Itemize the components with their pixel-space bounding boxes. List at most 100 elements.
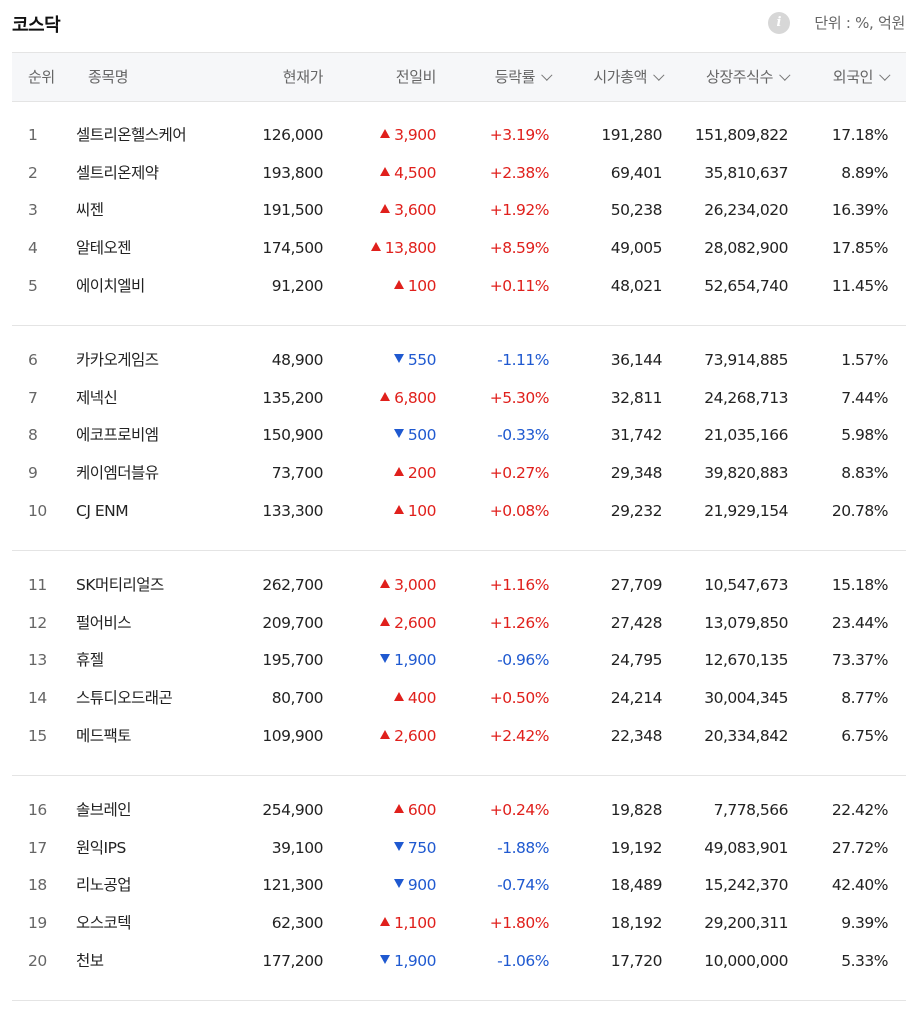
shares-cell: 73,914,885 bbox=[704, 351, 788, 369]
foreign-ratio-cell: 23.44% bbox=[831, 613, 889, 632]
change-cell: 900 bbox=[393, 866, 437, 904]
shares-cell: 35,810,637 bbox=[704, 163, 788, 182]
stock-name-link[interactable]: 씨젠 bbox=[76, 201, 104, 220]
rank-cell: 5 bbox=[28, 276, 38, 295]
stock-name-link[interactable]: 카카오게임즈 bbox=[76, 351, 159, 369]
table-row[interactable]: 14 스튜디오드래곤 80,700 400 +0.50% 24,214 30,004,345… bbox=[12, 679, 906, 717]
info-icon[interactable]: i bbox=[768, 12, 790, 34]
table-row[interactable]: 9 케이엠더블유 73,700 200 +0.27% 29,348 39,820,883 8.… bbox=[12, 454, 906, 492]
rate-cell: +0.50% bbox=[489, 689, 550, 708]
market-cap-cell: 18,489 bbox=[610, 876, 663, 895]
rate-cell: +5.30% bbox=[489, 388, 550, 407]
rank-cell: 8 bbox=[28, 426, 38, 445]
table-row[interactable]: 3 씨젠 191,500 3,600 +1.92% 50,238 26,234,020 16.… bbox=[12, 191, 906, 229]
rate-cell: +2.38% bbox=[489, 163, 550, 182]
table-row[interactable]: 12 펄어비스 209,700 2,600 +1.26% 27,428 13,079,850… bbox=[12, 604, 906, 642]
stock-name-link[interactable]: 오스코텍 bbox=[76, 914, 132, 933]
stock-name-link[interactable]: 셀트리온제약 bbox=[76, 163, 159, 182]
stock-name-link[interactable]: 셀트리온헬스케어 bbox=[76, 126, 187, 144]
rate-cell: +0.08% bbox=[489, 501, 550, 520]
stock-name-link[interactable]: 알테오젠 bbox=[76, 239, 132, 258]
foreign-ratio-cell: 17.85% bbox=[831, 239, 889, 258]
stock-name-link[interactable]: 메드팩토 bbox=[76, 726, 132, 745]
table-row[interactable]: 7 제넥신 135,200 6,800 +5.30% 32,811 24,268,713 7.… bbox=[12, 379, 906, 417]
table-row[interactable]: 11 SK머티리얼즈 262,700 3,000 +1.16% 27,709 10,547,… bbox=[12, 566, 906, 604]
triangle-down-icon bbox=[393, 429, 404, 439]
table-row[interactable]: 20 천보 177,200 1,900 -1.06% 17,720 10,000,000 5.… bbox=[12, 942, 906, 980]
table-row[interactable]: 15 메드팩토 109,900 2,600 +2.42% 22,348 20,334,842… bbox=[12, 717, 906, 755]
table-row[interactable]: 13 휴젤 195,700 1,900 -0.96% 24,795 12,670,135 73… bbox=[12, 641, 906, 679]
table-row[interactable]: 1 셀트리온헬스케어 126,000 3,900 +3.19% 191,280 151,80… bbox=[12, 116, 906, 154]
stock-name-link[interactable]: 휴젤 bbox=[76, 651, 104, 670]
change-value: 750 bbox=[407, 838, 437, 857]
change-cell: 1,900 bbox=[380, 942, 436, 980]
shares-cell: 151,809,822 bbox=[694, 126, 789, 144]
market-cap-cell: 31,742 bbox=[610, 426, 663, 445]
change-value: 3,900 bbox=[394, 126, 436, 144]
market-cap-cell: 19,828 bbox=[610, 801, 663, 819]
rank-cell: 13 bbox=[28, 651, 47, 670]
table-row[interactable]: 18 리노공업 121,300 900 -0.74% 18,489 15,242,370 42… bbox=[12, 866, 906, 904]
stock-name-link[interactable]: 에이치엘비 bbox=[76, 276, 145, 295]
triangle-down-icon bbox=[393, 354, 404, 363]
rank-cell: 7 bbox=[28, 388, 38, 407]
foreign-ratio-cell: 6.75% bbox=[841, 726, 888, 745]
shares-cell: 39,820,883 bbox=[704, 464, 788, 483]
column-market-cap-sort[interactable]: 시가총액 bbox=[593, 53, 660, 101]
foreign-ratio-cell: 8.77% bbox=[841, 689, 888, 708]
stock-name-link[interactable]: 에코프로비엠 bbox=[76, 426, 159, 445]
stock-name-link[interactable]: 제넥신 bbox=[76, 388, 118, 407]
shares-cell: 21,035,166 bbox=[704, 426, 788, 445]
rate-cell: +3.19% bbox=[489, 126, 550, 144]
column-change: 전일비 bbox=[395, 68, 437, 86]
table-row[interactable]: 16 솔브레인 254,900 600 +0.24% 19,828 7,778,566 22.… bbox=[12, 791, 906, 829]
table-row[interactable]: 8 에코프로비엠 150,900 500 -0.33% 31,742 21,035,166 5… bbox=[12, 416, 906, 454]
rank-cell: 12 bbox=[28, 613, 47, 632]
stock-name-link[interactable]: CJ ENM bbox=[76, 501, 129, 520]
stock-name-link[interactable]: 솔브레인 bbox=[76, 801, 132, 819]
shares-cell: 24,268,713 bbox=[704, 388, 788, 407]
foreign-ratio-cell: 15.18% bbox=[831, 576, 889, 594]
triangle-up-icon bbox=[380, 579, 391, 588]
rate-cell: +1.92% bbox=[489, 201, 550, 220]
foreign-ratio-cell: 5.98% bbox=[841, 426, 888, 445]
page-title: 코스닥 bbox=[12, 15, 61, 36]
table-row[interactable]: 17 원익IPS 39,100 750 -1.88% 19,192 49,083,901 27… bbox=[12, 829, 906, 867]
table-row[interactable]: 4 알테오젠 174,500 13,800 +8.59% 49,005 28,082,900… bbox=[12, 229, 906, 267]
table-row[interactable]: 5 에이치엘비 91,200 100 +0.11% 48,021 52,654,740 11.… bbox=[12, 267, 906, 305]
stock-name-link[interactable]: 천보 bbox=[76, 951, 104, 970]
stock-name-link[interactable]: 스튜디오드래곤 bbox=[76, 689, 173, 708]
column-price: 현재가 bbox=[282, 68, 324, 86]
change-cell: 2,600 bbox=[380, 717, 436, 755]
change-value: 2,600 bbox=[394, 613, 436, 632]
triangle-up-icon bbox=[393, 804, 404, 813]
stock-name-link[interactable]: SK머티리얼즈 bbox=[76, 576, 164, 594]
shares-cell: 29,200,311 bbox=[704, 914, 788, 933]
shares-cell: 20,334,842 bbox=[704, 726, 788, 745]
table-row[interactable]: 6 카카오게임즈 48,900 550 -1.11% 36,144 73,914,885 1.… bbox=[12, 341, 906, 379]
table-row[interactable]: 2 셀트리온제약 193,800 4,500 +2.38% 69,401 35,810,63… bbox=[12, 154, 906, 192]
price-cell: 126,000 bbox=[262, 126, 323, 144]
stock-name-link[interactable]: 리노공업 bbox=[76, 876, 132, 895]
triangle-up-icon bbox=[380, 166, 391, 176]
market-cap-cell: 19,192 bbox=[610, 838, 663, 857]
market-cap-cell: 36,144 bbox=[610, 351, 663, 369]
stock-name-link[interactable]: 원익IPS bbox=[76, 838, 126, 857]
stock-name-link[interactable]: 케이엠더블유 bbox=[76, 464, 159, 483]
change-value: 2,600 bbox=[394, 726, 436, 745]
column-shares-sort[interactable]: 상장주식수 bbox=[706, 53, 786, 101]
triangle-down-icon bbox=[380, 654, 391, 664]
price-cell: 254,900 bbox=[262, 801, 323, 819]
table-row[interactable]: 19 오스코텍 62,300 1,100 +1.80% 18,192 29,200,311 9… bbox=[12, 904, 906, 942]
column-rate-sort[interactable]: 등락률 bbox=[495, 53, 548, 101]
stock-name-link[interactable]: 펄어비스 bbox=[76, 613, 132, 632]
column-foreign-sort[interactable]: 외국인 bbox=[833, 53, 886, 101]
shares-cell: 13,079,850 bbox=[704, 613, 788, 632]
table-row[interactable]: 10 CJ ENM 133,300 100 +0.08% 29,232 21,929,154… bbox=[12, 492, 906, 530]
page-header: 코스닥 i 단위 : %, 억원 bbox=[0, 0, 919, 46]
rate-cell: +1.26% bbox=[489, 613, 550, 632]
shares-cell: 26,234,020 bbox=[704, 201, 788, 220]
rank-cell: 2 bbox=[28, 163, 38, 182]
market-cap-cell: 27,709 bbox=[610, 576, 663, 594]
foreign-ratio-cell: 5.33% bbox=[841, 951, 888, 970]
